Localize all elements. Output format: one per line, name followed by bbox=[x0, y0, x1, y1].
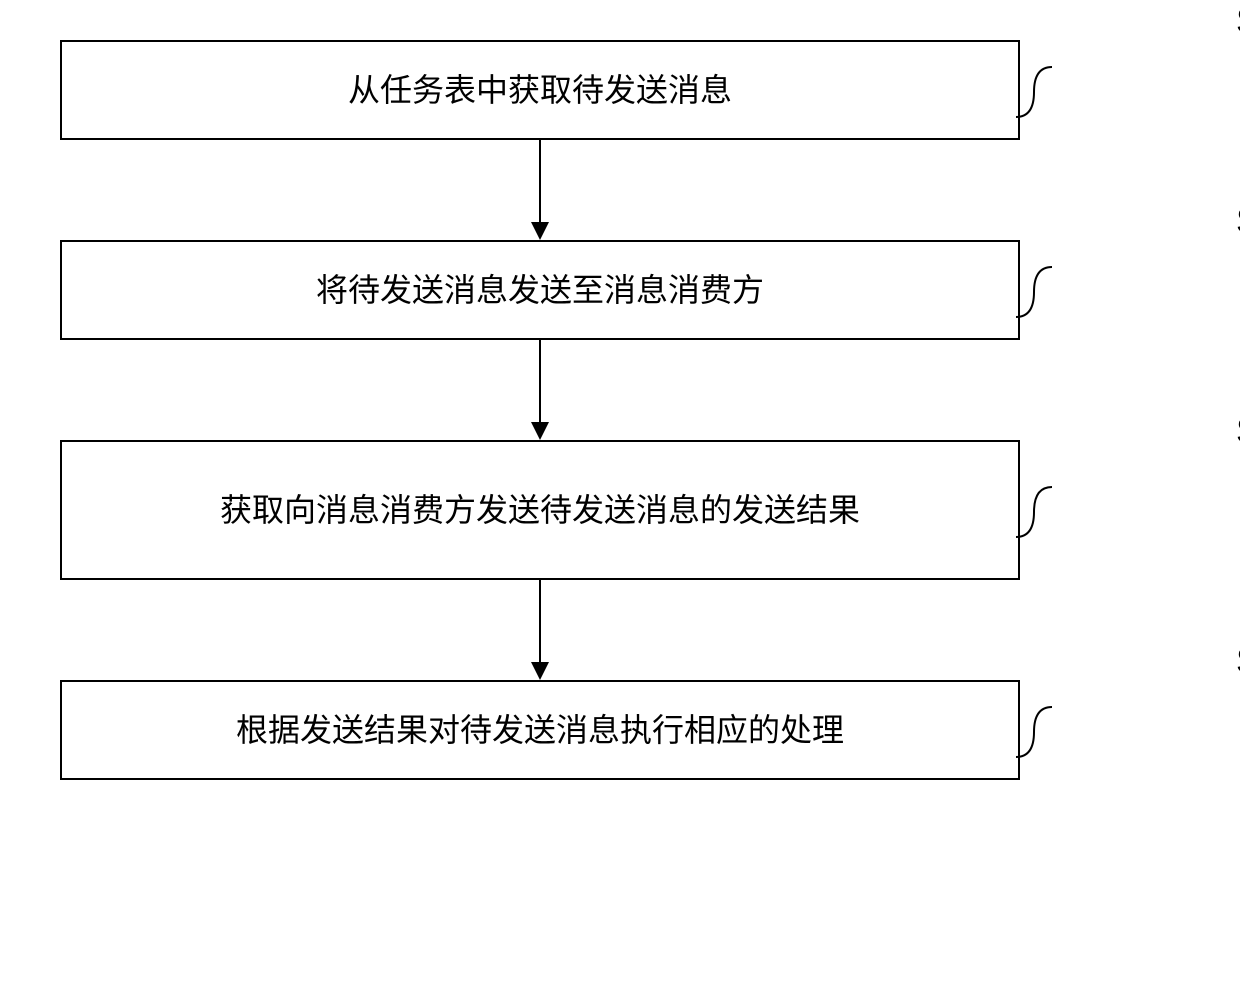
bracket-connector-icon bbox=[1016, 702, 1056, 762]
step-wrapper-1: 从任务表中获取待发送消息 S21 bbox=[60, 40, 1180, 140]
bracket-connector-icon bbox=[1016, 482, 1056, 542]
step-label-4: S24 bbox=[1236, 640, 1240, 682]
step-text-1: 从任务表中获取待发送消息 bbox=[348, 66, 732, 114]
step-box-1: 从任务表中获取待发送消息 bbox=[60, 40, 1020, 140]
arrow-3 bbox=[60, 580, 1020, 680]
arrow-2 bbox=[60, 340, 1020, 440]
step-text-4: 根据发送结果对待发送消息执行相应的处理 bbox=[236, 706, 844, 754]
bracket-connector-icon bbox=[1016, 62, 1056, 122]
step-label-3: S23 bbox=[1236, 410, 1240, 452]
step-wrapper-4: 根据发送结果对待发送消息执行相应的处理 S24 bbox=[60, 680, 1180, 780]
arrow-1 bbox=[60, 140, 1020, 240]
step-box-2: 将待发送消息发送至消息消费方 bbox=[60, 240, 1020, 340]
flowchart-container: 从任务表中获取待发送消息 S21 将待发送消息发送至消息消费方 S22 获取向消… bbox=[60, 40, 1180, 780]
step-label-1: S21 bbox=[1236, 0, 1240, 42]
step-wrapper-3: 获取向消息消费方发送待发送消息的发送结果 S23 bbox=[60, 440, 1180, 580]
step-box-4: 根据发送结果对待发送消息执行相应的处理 bbox=[60, 680, 1020, 780]
step-wrapper-2: 将待发送消息发送至消息消费方 S22 bbox=[60, 240, 1180, 340]
step-box-3: 获取向消息消费方发送待发送消息的发送结果 bbox=[60, 440, 1020, 580]
step-text-3: 获取向消息消费方发送待发送消息的发送结果 bbox=[220, 486, 860, 534]
bracket-connector-icon bbox=[1016, 262, 1056, 322]
step-text-2: 将待发送消息发送至消息消费方 bbox=[316, 266, 764, 314]
step-label-2: S22 bbox=[1236, 200, 1240, 242]
